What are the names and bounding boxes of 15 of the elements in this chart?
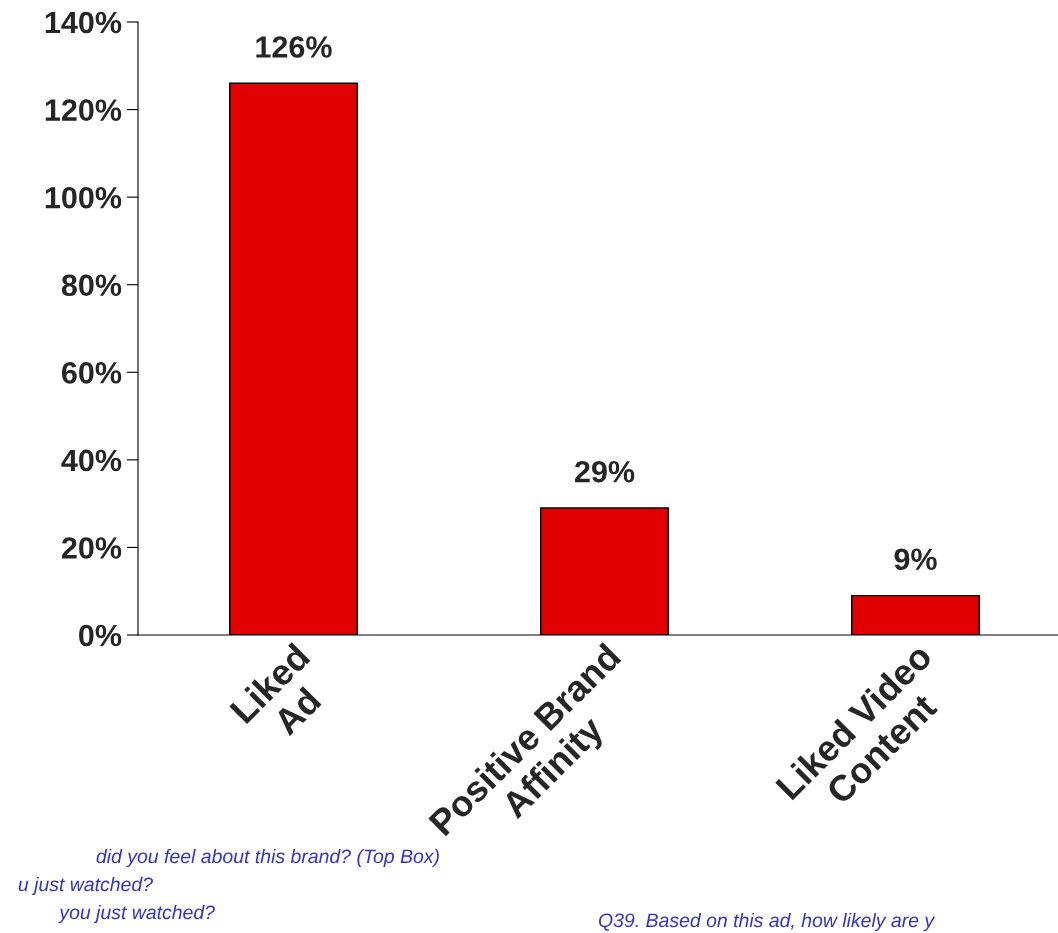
y-tick-label: 120% [45, 99, 122, 121]
y-tick-label: 140% [45, 11, 122, 34]
data-label: 9% [894, 548, 937, 571]
y-tick-label: 100% [45, 186, 122, 209]
text: you just watched? [58, 904, 215, 924]
y-tick-label: 40% [61, 449, 122, 472]
text: u just watched? [18, 876, 153, 896]
data-label: 126% [256, 36, 332, 58]
y-tick-label: 20% [61, 537, 122, 559]
text: did you feel about this brand? (Top Box) [96, 848, 439, 868]
y-tick-label: 0% [79, 624, 122, 647]
data-label: 29% [574, 460, 635, 483]
y-tick-label: 80% [61, 274, 122, 297]
y-tick-label: 60% [61, 362, 122, 384]
text: Q39. Based on this ad, how likely are y [598, 912, 936, 932]
